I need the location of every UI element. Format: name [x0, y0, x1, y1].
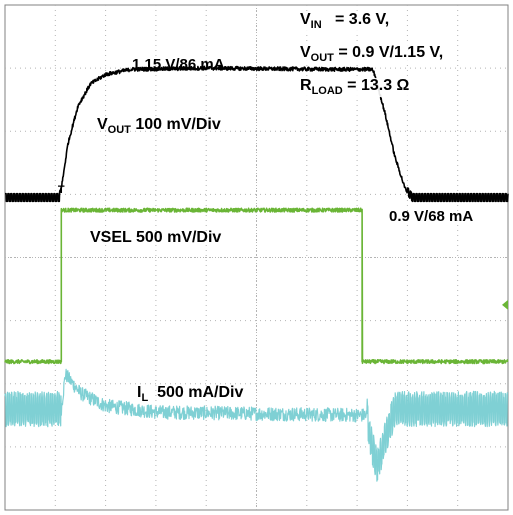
vin-value: = 3.6 V, — [321, 11, 390, 28]
il-label-main: I — [137, 384, 142, 401]
vout-trace — [4, 65, 509, 203]
il-trace — [4, 368, 509, 482]
vin-annotation: VIN = 3.6 V, — [300, 11, 390, 31]
il-label-scale: 500 mA/Div — [148, 384, 244, 401]
vout-trace-label: VOUT 100 mV/Div — [97, 117, 221, 136]
vout-label-main: V — [97, 116, 108, 133]
rload-annotation: RLOAD = 13.3 Ω — [300, 77, 410, 97]
level-marker-arrow — [502, 299, 508, 310]
vin-symbol: V — [300, 11, 311, 28]
rload-subscript: LOAD — [311, 85, 343, 97]
vsel-label-main: VSEL — [90, 229, 132, 246]
il-trace-label: IL 500 mA/Div — [137, 385, 243, 404]
vin-subscript: IN — [310, 19, 322, 31]
low-level-label: 0.9 V/68 mA — [389, 208, 474, 225]
vout-set-symbol: V — [300, 44, 311, 61]
rload-symbol: R — [300, 77, 312, 94]
vout-setting-annotation: VOUT = 0.9 V/1.15 V, — [300, 44, 444, 64]
vsel-label-scale: 500 mV/Div — [131, 229, 222, 246]
vout-label-sub: OUT — [107, 124, 131, 136]
vsel-trace-label: VSEL 500 mV/Div — [90, 230, 221, 246]
il-label-sub: L — [141, 392, 149, 404]
markers: T — [58, 184, 508, 310]
traces — [4, 65, 509, 482]
vout-label-scale: 100 mV/Div — [130, 116, 221, 133]
trigger-marker: T — [58, 184, 65, 196]
rload-value: = 13.3 Ω — [342, 77, 410, 94]
high-level-label: 1.15 V/86 mA — [132, 56, 225, 73]
vsel-trace — [4, 207, 509, 365]
vout-set-value: = 0.9 V/1.15 V, — [333, 44, 444, 61]
vout-set-subscript: OUT — [310, 52, 334, 64]
